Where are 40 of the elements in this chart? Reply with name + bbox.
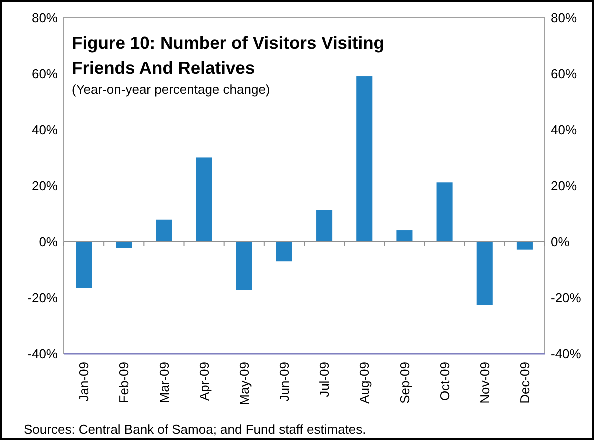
x-tick-label: Mar-09: [156, 362, 172, 404]
text: Figure 10: Number of Visitors Visiting Friends And Relatives: [72, 33, 384, 78]
bar: [476, 242, 493, 305]
bar: [276, 242, 292, 262]
y2-tick-label: 20%: [551, 178, 578, 194]
x-tick-label: May-09: [236, 362, 252, 406]
bar: [196, 158, 212, 242]
x-tick-label: Jun-09: [277, 362, 292, 402]
x-tick-label: Dec-09: [518, 362, 533, 404]
x-tick-label: Apr-09: [196, 362, 212, 402]
x-tick-label: Feb-09: [116, 362, 132, 404]
y2-tick-label: 80%: [551, 10, 578, 26]
bar: [356, 76, 373, 242]
bar: [516, 242, 533, 250]
bar: [436, 182, 453, 242]
y2-tick-label: 0%: [551, 234, 570, 250]
x-tick-label: Nov-09: [477, 362, 492, 404]
bar: [76, 242, 92, 288]
x-tick-label: Sep-09: [397, 362, 412, 404]
bar: [396, 230, 413, 242]
x-tick-label: Oct-09: [437, 362, 452, 402]
source-note: Sources: Central Bank of Samoa; and Fund staff estimates.: [24, 422, 366, 437]
y-tick-label: 0%: [39, 234, 58, 250]
y2-tick-label: -40%: [551, 346, 582, 362]
x-tick-label: Aug-09: [357, 362, 372, 404]
y2-tick-label: 40%: [551, 122, 578, 138]
x-tick-label: Jan-09: [76, 362, 92, 402]
y2-tick-label: 60%: [551, 66, 578, 82]
y-tick-label: 20%: [32, 178, 58, 194]
y-tick-label: 80%: [32, 10, 58, 26]
y-tick-label: 60%: [32, 66, 58, 82]
y-tick-label: 40%: [32, 122, 58, 138]
y-tick-label: -20%: [28, 290, 58, 306]
bar: [236, 242, 252, 290]
bar: [316, 210, 333, 242]
text: (Year-on-year percentage change): [72, 82, 270, 97]
bar: [156, 220, 172, 242]
y-tick-label: -40%: [28, 346, 58, 362]
x-tick-label: Jul-09: [317, 362, 332, 398]
y2-tick-label: -20%: [551, 290, 582, 306]
